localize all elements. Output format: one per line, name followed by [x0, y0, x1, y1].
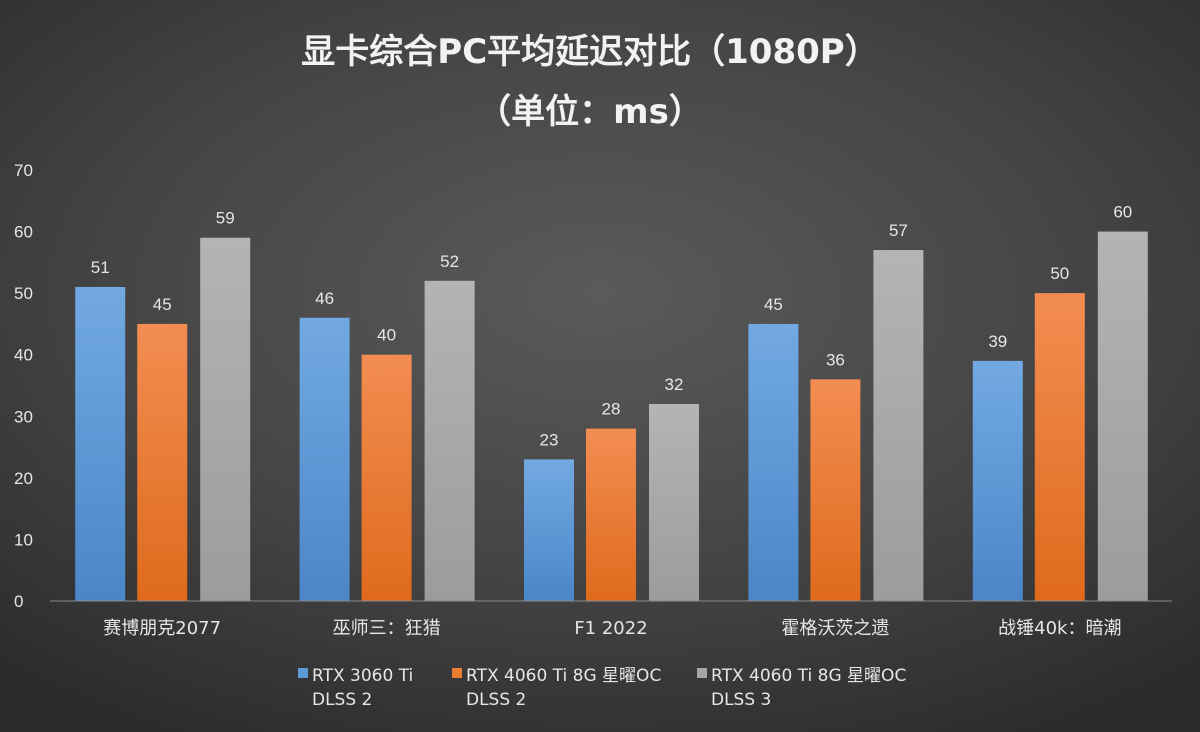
- data-label: 60: [1113, 203, 1132, 222]
- x-category-label: 赛博朋克2077: [103, 618, 221, 639]
- data-label: 39: [988, 332, 1007, 351]
- legend-swatch: [298, 668, 308, 678]
- bar-series-2: [586, 428, 636, 601]
- legend-label: RTX 3060 Ti: [312, 666, 413, 686]
- x-category-label: 霍格沃茨之遗: [781, 618, 889, 639]
- bar-series-3: [873, 250, 924, 602]
- data-label: 46: [315, 289, 334, 308]
- bar-series-1: [75, 286, 126, 601]
- data-label: 28: [602, 400, 621, 419]
- y-tick-label: 10: [14, 530, 33, 549]
- legend-swatch: [452, 668, 462, 678]
- y-tick-label: 0: [14, 592, 23, 611]
- data-label: 50: [1050, 264, 1069, 283]
- data-label: 36: [826, 350, 845, 369]
- legend-label: DLSS 3: [711, 690, 771, 710]
- legend-label: RTX 4060 Ti 8G 星曜OC: [711, 666, 906, 686]
- bar-series-2: [361, 354, 412, 601]
- y-tick-label: 60: [14, 223, 33, 242]
- x-category-label: 巫师三：狂猎: [333, 618, 441, 639]
- data-label: 32: [665, 375, 684, 394]
- bar-series-1: [524, 459, 574, 601]
- bar-series-1: [748, 323, 799, 601]
- y-tick-label: 30: [14, 407, 33, 426]
- data-label: 45: [153, 295, 172, 314]
- legend-label: DLSS 2: [466, 690, 526, 710]
- chart-title: 显卡综合PC平均延迟对比（1080P）: [301, 32, 878, 72]
- bar-series-3: [649, 403, 699, 601]
- x-category-label: 战锤40k：暗潮: [998, 618, 1121, 639]
- y-tick-label: 50: [14, 284, 33, 303]
- data-label: 23: [540, 430, 559, 449]
- legend-swatch: [697, 668, 707, 678]
- y-tick-label: 20: [14, 469, 33, 488]
- x-category-label: F1 2022: [574, 618, 647, 639]
- bar-series-3: [424, 280, 475, 601]
- legend-label: RTX 4060 Ti 8G 星曜OC: [466, 666, 661, 686]
- bar-series-2: [137, 323, 188, 601]
- bar-series-2: [810, 379, 861, 601]
- bar-series-1: [972, 360, 1023, 601]
- y-tick-label: 40: [14, 346, 33, 365]
- data-label: 51: [91, 258, 110, 277]
- data-label: 52: [440, 252, 459, 271]
- bar-series-2: [1034, 293, 1085, 601]
- data-label: 57: [889, 221, 908, 240]
- data-label: 59: [216, 209, 235, 228]
- chart-subtitle: （单位：ms）: [477, 92, 703, 132]
- y-tick-label: 70: [14, 161, 33, 180]
- legend-label: DLSS 2: [312, 690, 372, 710]
- bar-series-3: [200, 237, 251, 601]
- data-label: 40: [377, 326, 396, 345]
- bar-series-1: [299, 317, 350, 601]
- data-label: 45: [764, 295, 783, 314]
- bar-series-3: [1097, 231, 1148, 602]
